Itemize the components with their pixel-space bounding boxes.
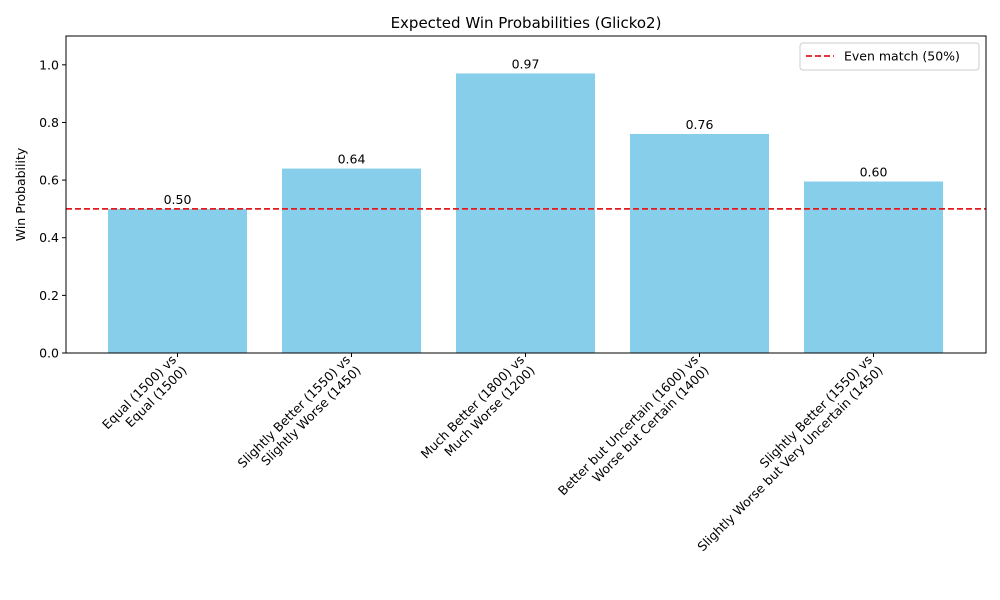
x-tick-label-1: Equal (1500) vsEqual (1500) (99, 352, 190, 443)
y-tick-label: 0.2 (39, 288, 59, 303)
bar-value-label-5: 0.60 (860, 165, 888, 180)
bar-1 (108, 208, 247, 353)
bar-value-label-2: 0.64 (338, 152, 366, 167)
value-labels-layer: 0.50 0.64 0.97 0.76 0.60 (164, 56, 888, 206)
y-tick-label: 0.6 (39, 173, 59, 188)
x-tick-label-line: Slightly Worse but Very Uncertain (1450) (694, 363, 886, 555)
x-tick-label-line: Worse but Certain (1400) (589, 363, 712, 486)
x-axis: Equal (1500) vsEqual (1500) Slightly Bett… (99, 352, 886, 554)
bar-value-label-4: 0.76 (686, 117, 714, 132)
x-tick-label-line: Slightly Worse (1450) (258, 363, 364, 469)
bar-value-label-3: 0.97 (512, 56, 540, 71)
x-tick-label-line: Better but Uncertain (1600) vs (555, 352, 701, 498)
bar-4 (630, 133, 769, 353)
chart-title: Expected Win Probabilities (Glicko2) (391, 14, 662, 32)
y-tick-label: 1.0 (39, 57, 59, 72)
x-tick-label-4: Better but Uncertain (1600) vsWorse but … (555, 352, 712, 509)
bar-value-label-1: 0.50 (164, 192, 192, 207)
x-tick-label-line: Slightly Better (1550) vs (234, 352, 353, 471)
y-tick-label: 0.4 (39, 230, 59, 245)
x-tick-label-5: Slightly Better (1550) vsSlightly Worse … (684, 352, 886, 554)
x-tick-label-2: Slightly Better (1550) vsSlightly Worse … (234, 352, 363, 481)
y-axis-label: Win Probability (13, 147, 28, 241)
y-tick-label: 0.8 (39, 115, 59, 130)
x-tick-label-line: Much Better (1800) vs (418, 352, 527, 461)
legend-box (799, 42, 980, 71)
bar-3 (456, 73, 595, 354)
y-axis: 0.0 0.2 0.4 0.6 0.8 1.0 (39, 57, 66, 361)
plot-frame (65, 35, 987, 354)
legend-label: Even match (50%) (844, 49, 960, 64)
y-tick-label: 0.0 (39, 346, 59, 361)
bar-2 (282, 168, 421, 353)
legend: Even match (50%) (799, 42, 980, 71)
bars-layer (108, 73, 943, 354)
x-tick-label-3: Much Better (1800) vsMuch Worse (1200) (418, 352, 538, 472)
bar-5 (804, 181, 943, 353)
x-tick-label-line: Much Worse (1200) (441, 363, 538, 460)
x-tick-label-line: Slightly Better (1550) vs (756, 352, 875, 471)
